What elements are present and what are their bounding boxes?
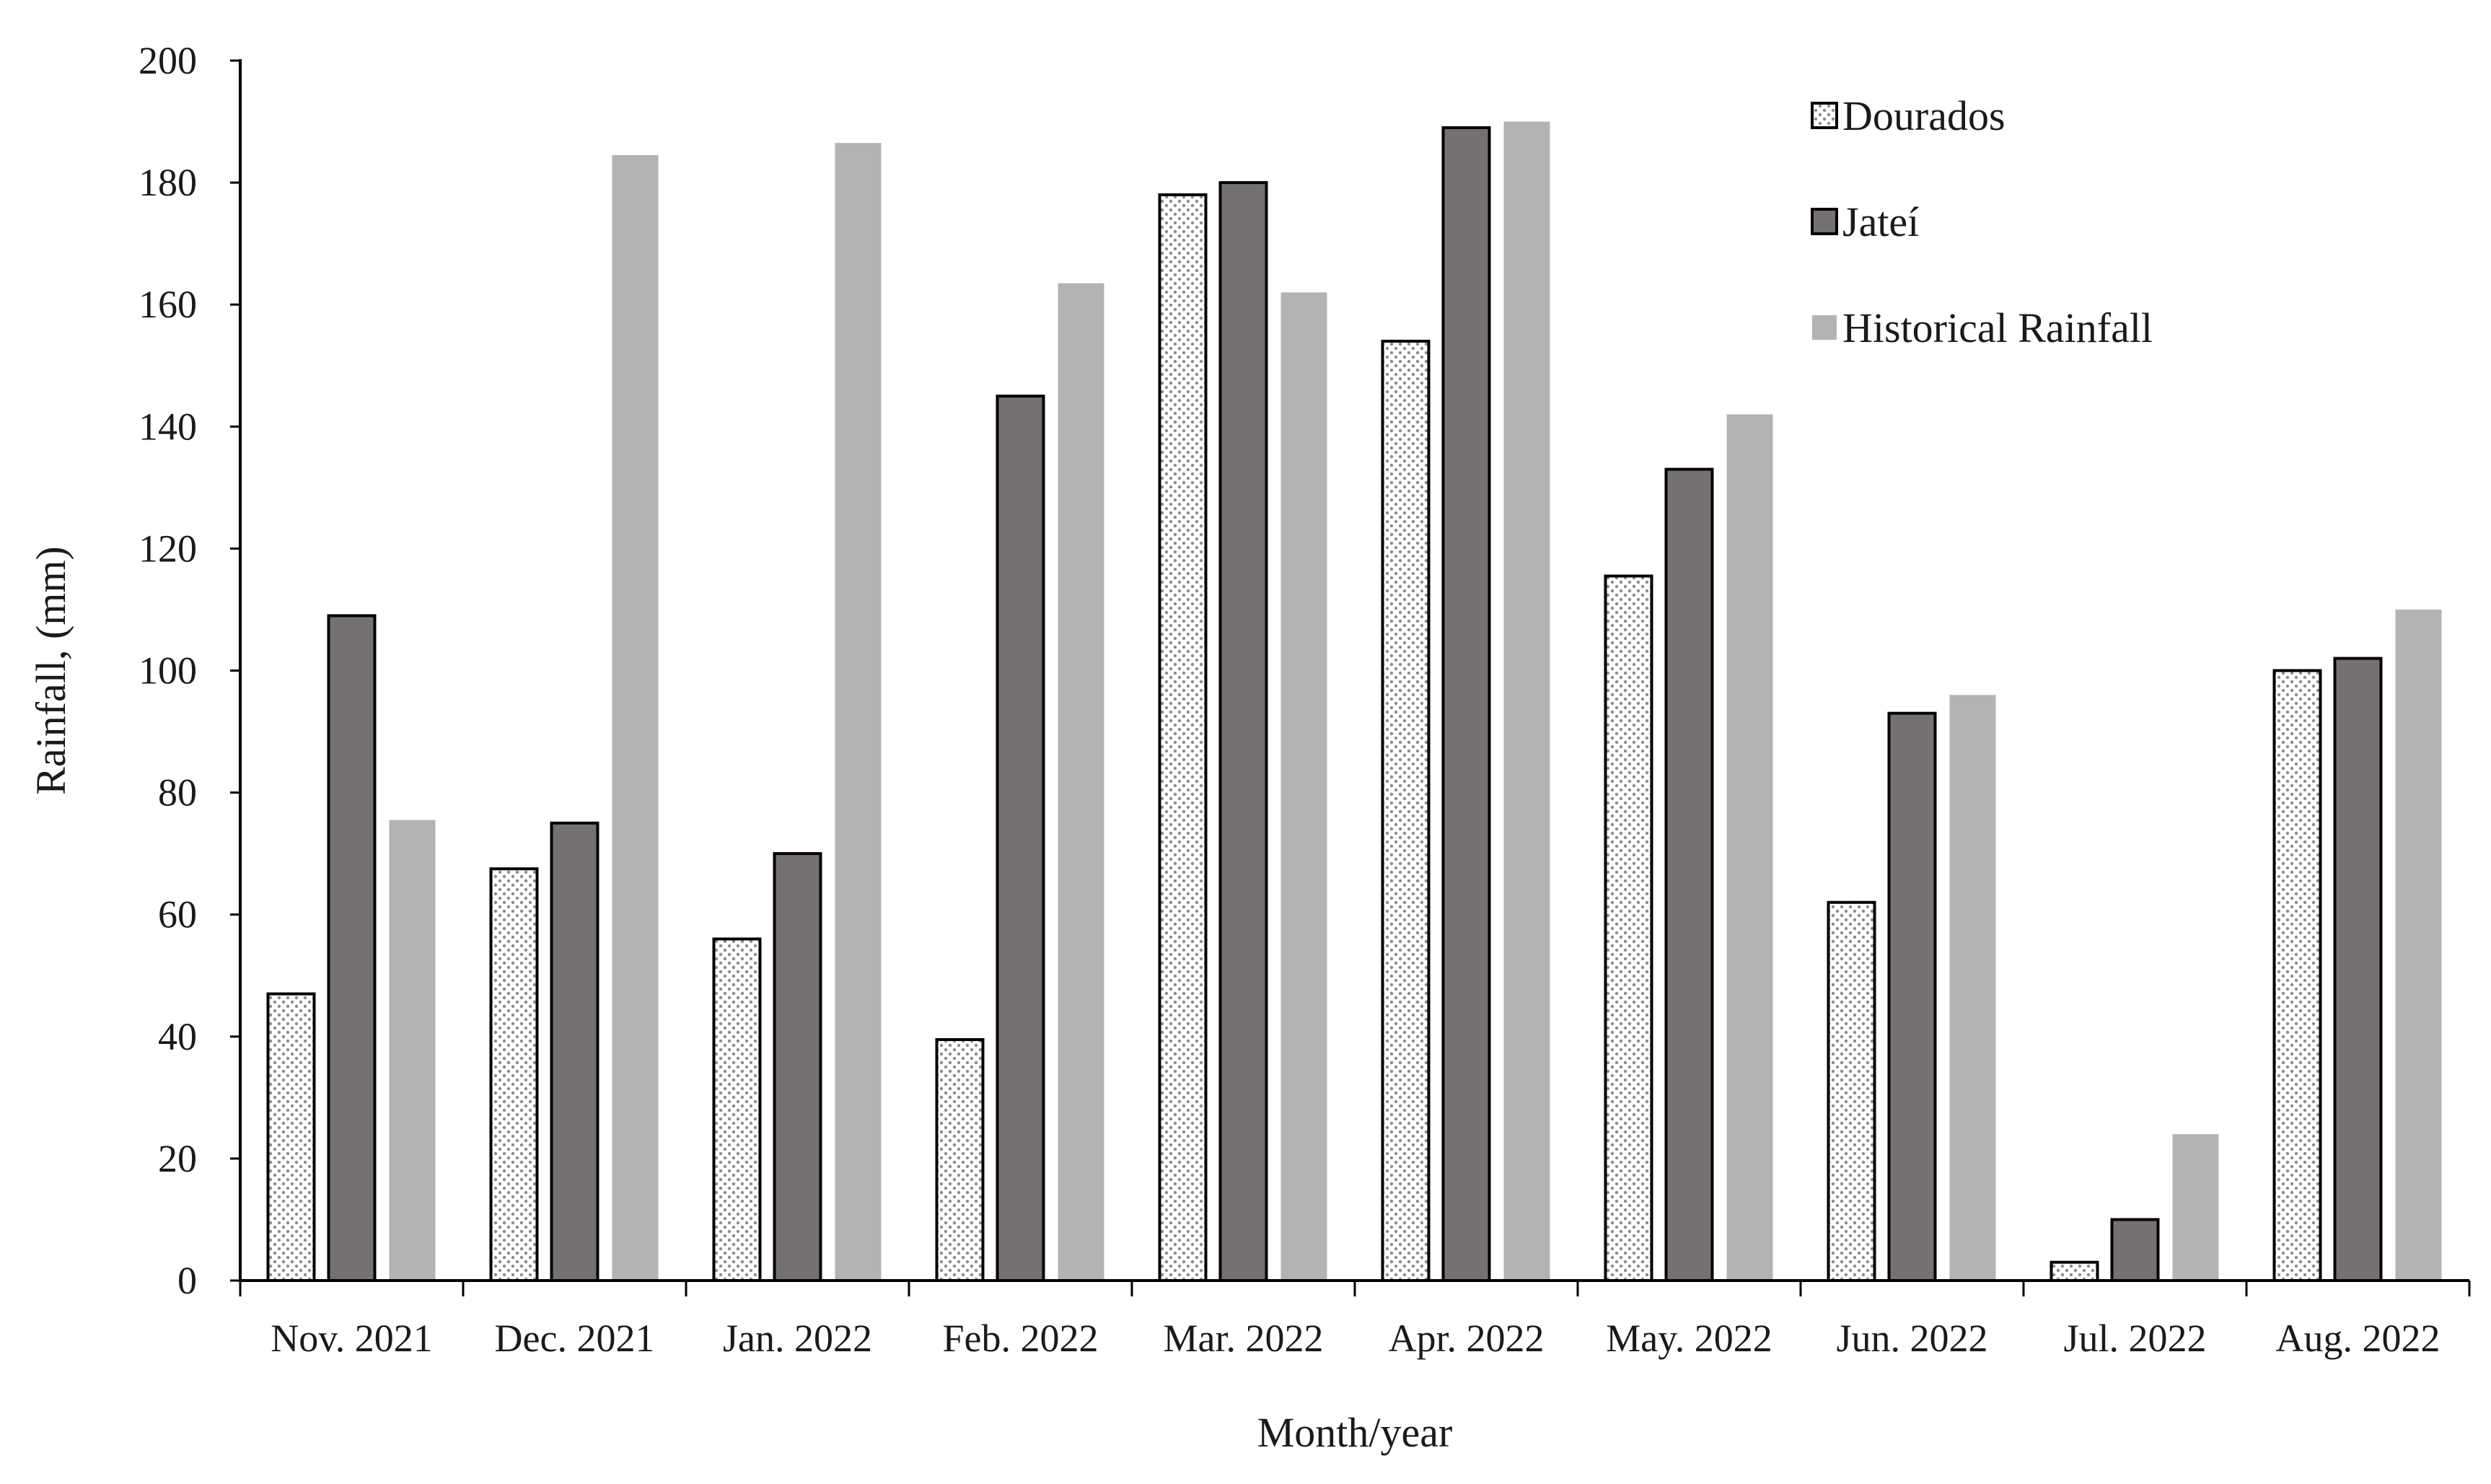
bar-jatei	[1218, 181, 1268, 1283]
bar-jatei	[1441, 126, 1491, 1282]
x-tick-label: Nov. 2021	[271, 1317, 433, 1360]
y-axis-ticks: 0 20 40 60 80 100 120 140 160 180 200	[139, 39, 240, 1302]
bar-dourados	[712, 937, 762, 1283]
legend-swatch-dourados	[1811, 102, 1838, 129]
x-tick-label: Mar. 2022	[1164, 1317, 1324, 1360]
bar-jatei	[550, 821, 599, 1282]
y-tick-label: 160	[139, 283, 197, 326]
bar-historical-rainfall	[1058, 283, 1104, 1281]
x-tick-label: Jul. 2022	[2063, 1317, 2206, 1360]
legend-swatch-historical-rainfall	[1812, 315, 1837, 340]
bar-historical-rainfall	[1280, 292, 1327, 1281]
bar-dourados	[1158, 193, 1208, 1282]
legend-label-jatei: Jateí	[1842, 198, 1919, 245]
bar-historical-rainfall	[2395, 609, 2442, 1281]
x-tick-label: Jun. 2022	[1836, 1317, 1987, 1360]
plot-area	[266, 121, 2442, 1283]
bar-jatei	[2333, 657, 2383, 1282]
bar-historical-rainfall	[2172, 1134, 2219, 1281]
y-tick-label: 80	[158, 771, 197, 815]
legend-label-historical-rainfall: Historical Rainfall	[1842, 304, 2153, 351]
legend-label-dourados: Dourados	[1842, 92, 2005, 139]
y-tick-label: 40	[158, 1015, 197, 1058]
x-tick-label: Dec. 2021	[495, 1317, 655, 1360]
y-tick-label: 200	[139, 39, 197, 82]
bar-dourados	[489, 867, 539, 1282]
legend: Dourados Jateí Historical Rainfall	[1811, 92, 2153, 351]
x-tick-label: Feb. 2022	[943, 1317, 1099, 1360]
y-tick-label: 20	[158, 1137, 197, 1180]
bar-historical-rainfall	[389, 820, 436, 1281]
y-tick-label: 60	[158, 893, 197, 936]
y-tick-label: 0	[177, 1259, 197, 1302]
bar-dourados	[1604, 574, 1653, 1282]
bar-historical-rainfall	[1503, 121, 1550, 1281]
bar-dourados	[2272, 669, 2322, 1282]
y-axis-title: Rainfall, (mm)	[27, 546, 74, 795]
y-tick-label: 140	[139, 405, 197, 448]
bar-jatei	[1664, 467, 1714, 1282]
y-tick-label: 100	[139, 649, 197, 693]
bar-dourados	[1827, 900, 1876, 1283]
y-tick-label: 120	[139, 527, 197, 570]
bar-historical-rainfall	[1726, 414, 1773, 1281]
bar-dourados	[935, 1038, 985, 1282]
bar-jatei	[327, 614, 377, 1282]
bar-jatei	[996, 395, 1045, 1282]
x-tick-label: Aug. 2022	[2276, 1317, 2441, 1360]
bar-dourados	[266, 992, 316, 1282]
bar-dourados	[1381, 339, 1431, 1282]
bar-historical-rainfall	[1949, 695, 1996, 1281]
bar-jatei	[773, 852, 822, 1282]
x-axis-ticks: Nov. 2021 Dec. 2021 Jan. 2022 Feb. 2022 Mar.…	[239, 1281, 2471, 1360]
x-axis-title: Month/year	[1257, 1409, 1453, 1456]
bar-jatei	[1887, 711, 1937, 1282]
y-tick-label: 180	[139, 161, 197, 204]
x-tick-label: May. 2022	[1606, 1317, 1772, 1360]
bar-historical-rainfall	[612, 155, 659, 1281]
x-tick-label: Apr. 2022	[1389, 1317, 1545, 1360]
x-tick-label: Jan. 2022	[723, 1317, 872, 1360]
bar-dourados	[2050, 1260, 2099, 1283]
bar-historical-rainfall	[835, 143, 882, 1281]
legend-swatch-jatei	[1811, 208, 1838, 235]
bar-jatei	[2110, 1218, 2160, 1282]
